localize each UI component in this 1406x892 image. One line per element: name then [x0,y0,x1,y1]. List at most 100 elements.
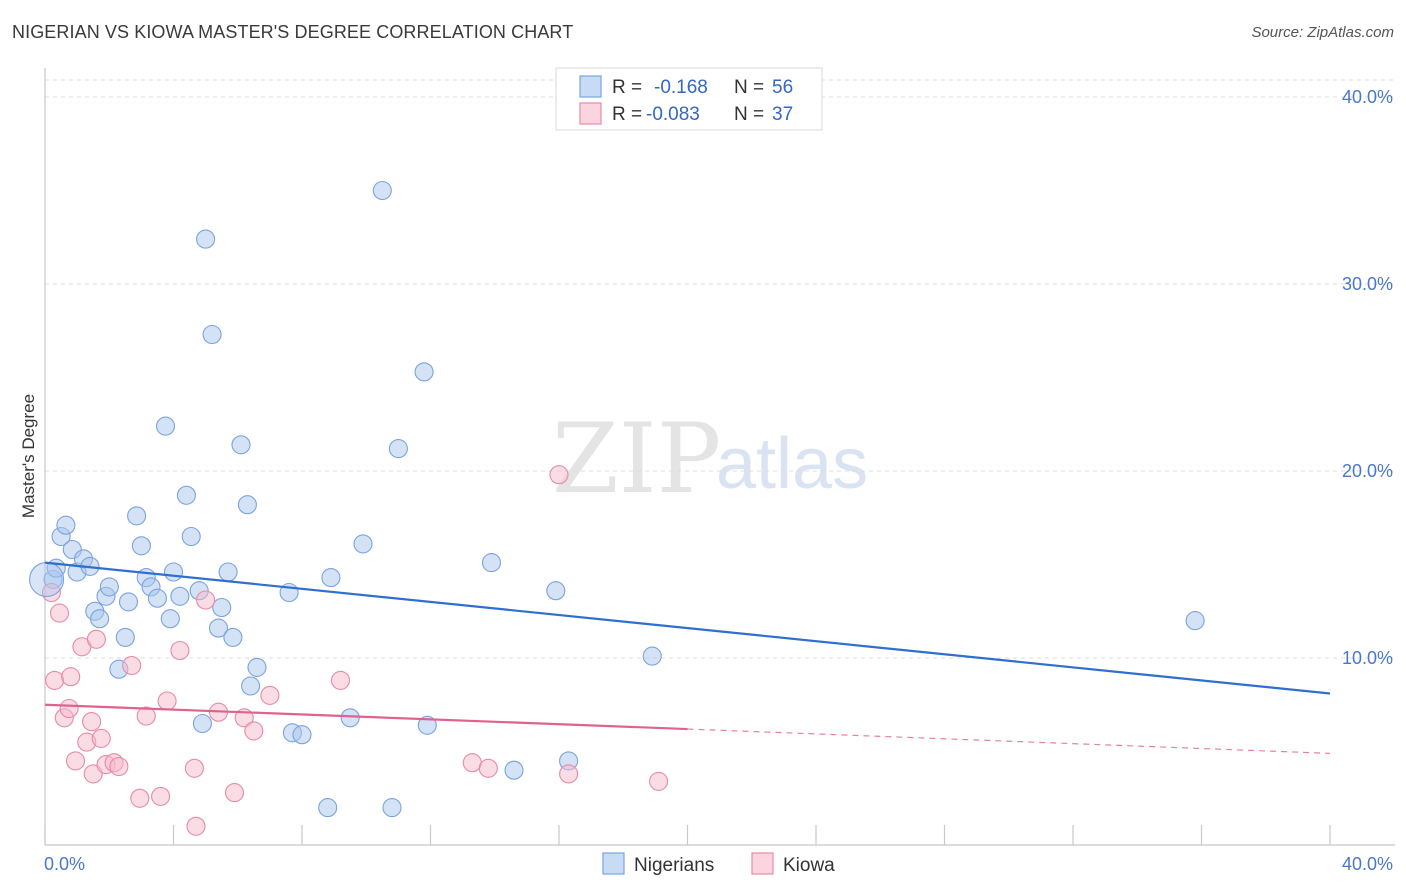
kiowa-point [49,603,70,623]
kiowa-point [122,655,142,676]
nigerians-cluster-point [29,561,65,598]
nigerians-point [131,536,151,556]
bottom-legend-kiowa: Kiowa [783,855,835,876]
series-legend: Nigerians Kiowa [602,852,835,876]
source-label: Source: ZipAtlas.com [1251,24,1394,41]
nigerians-point [218,562,238,582]
nigerians-point [414,362,434,382]
legend-n-value-1: 56 [772,77,793,98]
nigerians-point [192,713,212,734]
kiowa-point [462,753,482,773]
nigerians-point [155,416,176,436]
nigerians-point [115,627,135,647]
legend-r-value-1: -0.168 [654,77,708,98]
kiowa-point [59,698,79,719]
kiowa-point [559,764,579,784]
legend-n-value-2: 37 [772,104,793,125]
data-points [29,180,1205,836]
nigerians-point [417,715,437,735]
trend-lines [44,561,1331,754]
legend-swatch-nigerians [579,75,602,98]
kiowa-point [86,629,106,649]
kiowa-point [109,756,129,777]
axes [44,68,1395,846]
kiowa-point [82,712,102,732]
y-tick-label: 40.0% [1342,87,1393,107]
kiowa-point [478,758,498,778]
gridlines [45,79,1395,659]
nigerians-point [481,553,502,573]
legend-n-label-1: N = [734,77,764,98]
kiowa-point [65,751,86,771]
kiowa-point [157,691,177,711]
kiowa-point [196,590,216,610]
watermark-zip: ZIP [552,403,721,515]
nigerians-point [223,627,243,647]
kiowa-point [45,670,65,690]
kiowa-trend-line [44,703,688,731]
x-tick-label-start: 0.0% [44,854,85,874]
bottom-legend-swatch-kiowa [751,852,774,875]
legend-swatch-kiowa [579,102,602,125]
kiowa-point [170,640,190,661]
nigerians-point [504,760,524,780]
kiowa-point [61,667,81,687]
y-axis-label: Master's Degree [19,394,38,518]
y-tick-label: 30.0% [1342,274,1393,294]
nigerians-point [99,577,119,597]
x-tick-label-end: 40.0% [1342,854,1393,874]
bottom-legend-nigerians: Nigerians [634,855,714,876]
nigerians-point [160,609,180,629]
kiowa-point [244,721,264,741]
kiowa-point [330,670,351,690]
nigerians-point [1185,611,1205,631]
y-tick-label: 10.0% [1342,648,1393,668]
nigerians-point [321,568,341,588]
bottom-legend-swatch-nigerians [602,852,625,875]
nigerians-point [208,618,229,638]
nigerians-point [170,586,190,606]
nigerians-point [372,180,392,201]
nigerians-point [176,485,196,505]
kiowa-point [130,788,150,808]
nigerians-point [127,506,147,526]
kiowa-point [91,728,111,748]
kiowa-point [186,816,206,836]
nigerians-point [388,439,408,459]
legend-r-label-2: R = [612,104,642,125]
kiowa-point [83,764,103,784]
kiowa-point [224,783,245,803]
nigerians-point [212,597,232,618]
y-tick-label: 20.0% [1342,461,1393,481]
nigerians-point [318,798,338,818]
nigerians-point [90,609,110,629]
nigerians-trend-line [44,561,1331,695]
nigerians-point [196,229,216,249]
nigerians-point [340,708,360,728]
nigerians-point [382,798,402,818]
kiowa-point [649,771,669,791]
kiowa-point [136,706,156,726]
nigerians-point [292,725,312,745]
nigerians-point [181,526,201,547]
nigerians-point [163,562,184,582]
kiowa-point [260,685,280,705]
nigerians-point [231,435,251,455]
nigerians-point [247,657,267,677]
chart-title: NIGERIAN VS KIOWA MASTER'S DEGREE CORREL… [12,22,574,42]
nigerians-point [241,676,261,696]
watermark-atlas: atlas [716,424,868,504]
stats-legend: R = -0.168 N = 56 R = -0.083 N = 37 [555,67,823,131]
kiowa-point [184,758,204,778]
nigerians-point [237,495,257,515]
legend-r-value-2: -0.083 [646,104,700,125]
kiowa-trend-line-extension [687,728,1331,754]
nigerians-point [118,592,139,612]
legend-n-label-2: N = [734,104,764,125]
nigerians-point [56,515,76,535]
legend-r-label-1: R = [612,77,642,98]
nigerians-point [353,534,373,554]
nigerians-point [147,588,167,608]
tick-labels: 10.0% 20.0% 30.0% 40.0% 0.0% 40.0% [44,87,1393,874]
